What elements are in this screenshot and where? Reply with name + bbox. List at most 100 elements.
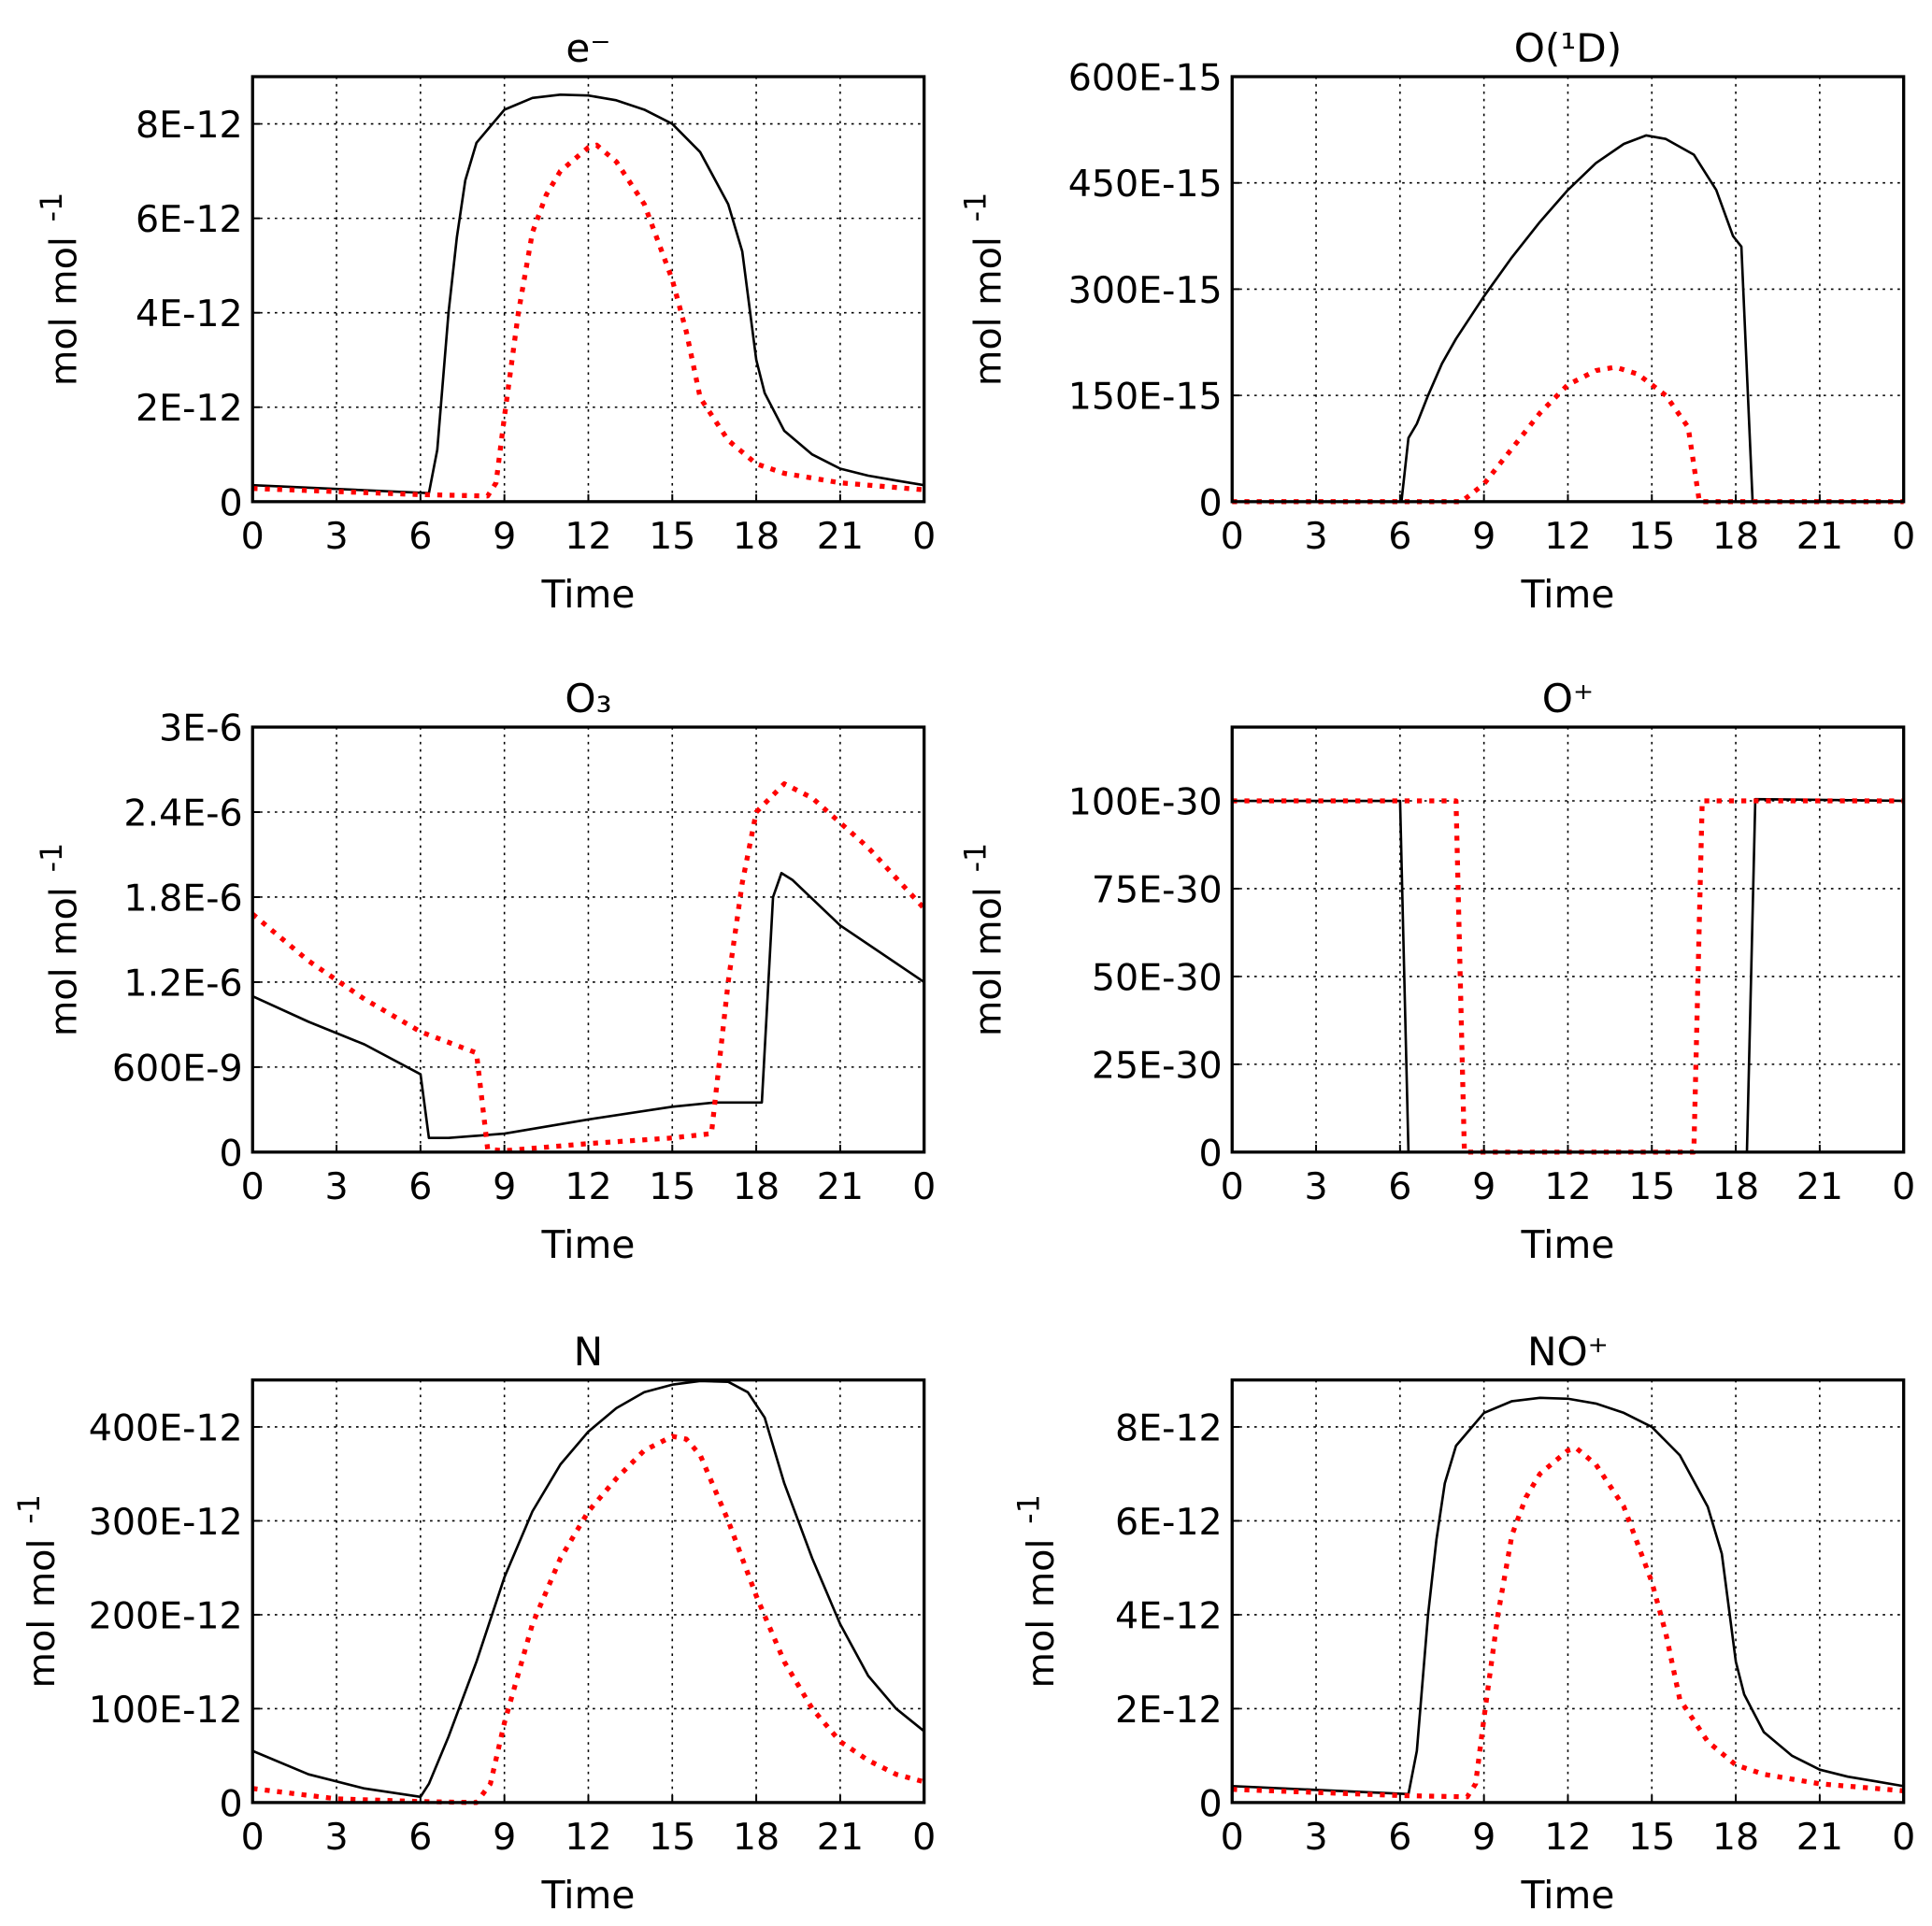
series-line-red-dotted: [251, 1434, 925, 1805]
y-tick-label: 0: [220, 481, 243, 524]
series-line-black-solid: [1232, 134, 1904, 504]
x-tick-label: 9: [1472, 515, 1496, 558]
x-tick-label: 21: [817, 515, 864, 558]
x-tick-label: 0: [912, 515, 936, 558]
x-tick-label: 18: [733, 1816, 780, 1859]
x-axis-label: Time: [1520, 572, 1614, 617]
series-line-red-dotted: [1232, 798, 1904, 1155]
x-tick-label: 6: [1388, 515, 1411, 558]
series-line-black-solid: [251, 1379, 925, 1799]
y-tick-label: 1.2E-6: [123, 962, 242, 1005]
y-tick-label: 100E-30: [1068, 780, 1223, 823]
x-tick-label: 21: [1796, 1165, 1843, 1208]
y-tick-label: 25E-30: [1092, 1044, 1223, 1087]
subplot-3: 0 3 6 9 12 15 18 21 00600E-91.2E-61.8E-62.4E-63E…: [36, 676, 936, 1267]
y-axis-label: mol mol -1: [13, 1494, 64, 1688]
x-tick-label: 0: [241, 515, 265, 558]
y-axis-label: mol mol -1: [36, 193, 86, 386]
y-tick-label: 4E-12: [1115, 1594, 1223, 1637]
x-tick-label: 21: [1796, 1816, 1843, 1859]
chart-title: e⁻: [565, 25, 610, 71]
x-tick-label: 15: [1628, 1165, 1675, 1208]
y-axis-label-base: mol mol: [966, 887, 1009, 1036]
x-tick-label: 12: [1544, 1816, 1591, 1859]
axes-frame: [250, 1378, 926, 1805]
x-tick-label: 12: [565, 515, 611, 558]
y-axis-label: mol mol -1: [36, 843, 86, 1036]
x-tick-label: 3: [1304, 515, 1327, 558]
y-tick-label: 8E-12: [136, 104, 243, 147]
x-tick-label: 0: [241, 1816, 265, 1859]
x-tick-label: 12: [1544, 1165, 1591, 1208]
x-tick-label: 6: [408, 1165, 432, 1208]
x-tick-label: 12: [565, 1816, 611, 1859]
y-axis-label-base: mol mol: [966, 236, 1009, 386]
subplot-6: 0 3 6 9 12 15 18 21 002E-124E-126E-128E-12NO⁺Tim…: [1012, 1329, 1915, 1918]
y-tick-label: 2E-12: [136, 387, 243, 430]
y-axis-label: mol mol -1: [1012, 1494, 1063, 1688]
series-line-red-dotted: [1232, 364, 1904, 505]
x-tick-label: 0: [1892, 1165, 1915, 1208]
y-axis-label-exponent: -1: [960, 843, 994, 873]
x-tick-label: 9: [1472, 1165, 1496, 1208]
x-tick-label: 15: [649, 1165, 695, 1208]
axes-frame: [1230, 1378, 1906, 1805]
x-tick-label: 6: [408, 1816, 432, 1859]
x-tick-label: 0: [1892, 1816, 1915, 1859]
chart-title: O(¹D): [1514, 25, 1622, 71]
y-tick-label: 100E-12: [89, 1689, 243, 1732]
y-axis-label-base: mol mol: [43, 236, 86, 386]
y-tick-label: 0: [1199, 481, 1223, 524]
x-tick-label: 0: [1221, 1816, 1244, 1859]
x-tick-label: 6: [408, 515, 432, 558]
y-tick-label: 600E-9: [112, 1047, 243, 1090]
series-line-red-dotted: [250, 781, 926, 1154]
x-tick-label: 12: [565, 1165, 611, 1208]
y-axis-label-exponent: -1: [960, 193, 994, 222]
x-tick-label: 21: [817, 1165, 864, 1208]
y-tick-label: 400E-12: [89, 1406, 243, 1449]
x-tick-label: 21: [1796, 515, 1843, 558]
x-tick-label: 15: [1628, 515, 1675, 558]
y-tick-label: 450E-15: [1068, 163, 1223, 206]
y-axis-label-exponent: -1: [36, 193, 69, 222]
x-tick-label: 0: [1892, 515, 1915, 558]
chart-title: O⁺: [1542, 676, 1594, 721]
x-tick-label: 3: [324, 515, 348, 558]
series-line-red-dotted: [1232, 1445, 1904, 1800]
y-axis-label-exponent: -1: [36, 843, 69, 873]
x-tick-label: 18: [1712, 1816, 1759, 1859]
chart-title: O₃: [565, 676, 611, 721]
x-tick-label: 3: [1304, 1816, 1327, 1859]
y-tick-label: 6E-12: [136, 198, 243, 241]
x-tick-label: 18: [733, 1165, 780, 1208]
x-tick-label: 18: [1712, 1165, 1759, 1208]
x-tick-label: 3: [324, 1816, 348, 1859]
y-tick-label: 2.4E-6: [123, 792, 242, 835]
y-tick-label: 50E-30: [1092, 956, 1223, 999]
series-line-red-dotted: [252, 142, 924, 499]
y-axis-label-base: mol mol: [43, 887, 86, 1036]
y-tick-label: 600E-15: [1068, 57, 1223, 100]
y-tick-label: 0: [220, 1782, 243, 1825]
x-tick-label: 0: [1221, 515, 1244, 558]
x-tick-label: 15: [1628, 1816, 1675, 1859]
y-tick-label: 300E-15: [1068, 269, 1223, 312]
x-tick-label: 21: [817, 1816, 864, 1859]
y-tick-label: 0: [1199, 1132, 1223, 1175]
y-tick-label: 0: [1199, 1782, 1223, 1825]
y-axis-label-exponent: -1: [13, 1494, 47, 1524]
x-tick-label: 12: [1544, 515, 1591, 558]
y-tick-label: 75E-30: [1092, 868, 1223, 911]
x-tick-label: 3: [324, 1165, 348, 1208]
x-tick-label: 15: [649, 515, 695, 558]
y-tick-label: 4E-12: [136, 292, 243, 335]
axes-frame: [1230, 725, 1906, 1154]
subplot-5: 0 3 6 9 12 15 18 21 00100E-12200E-12300E-12400E-…: [13, 1329, 936, 1918]
y-tick-label: 0: [220, 1132, 243, 1175]
x-axis-label: Time: [1520, 1873, 1614, 1918]
x-tick-label: 9: [493, 1816, 516, 1859]
subplot-1: 0 3 6 9 12 15 18 21 002E-124E-126E-128E-12e⁻Time…: [36, 25, 936, 617]
series-line-black-solid: [1232, 797, 1904, 1154]
